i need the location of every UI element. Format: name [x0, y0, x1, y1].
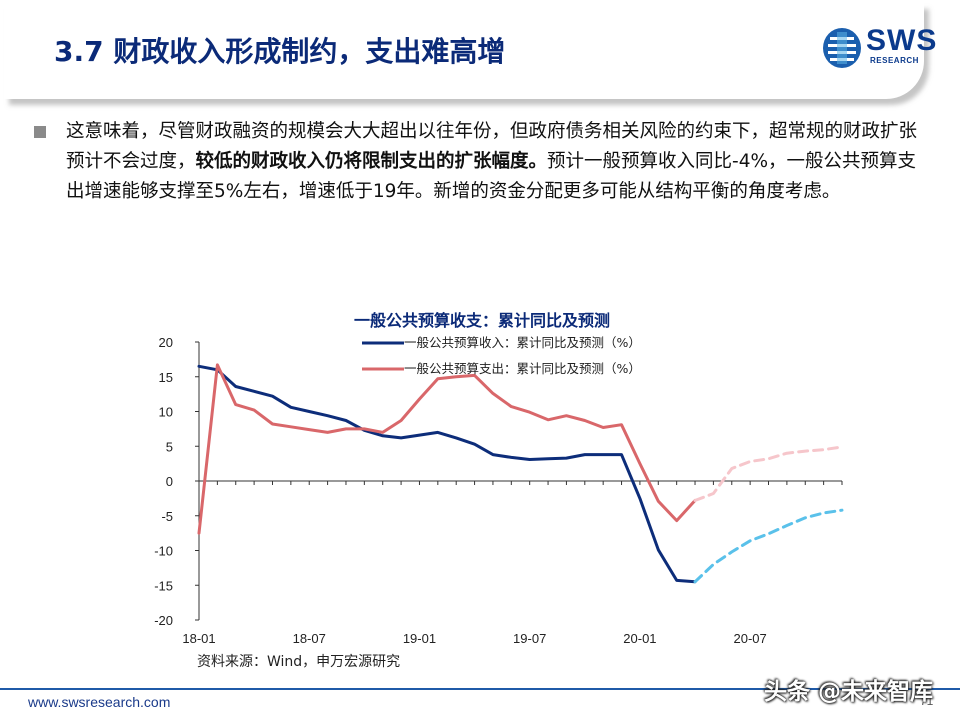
body-segment-2: 预计一般预算收入同比-4%，一般公共预算支出增速能够支撑至5%左右，增速低于19…	[66, 151, 917, 202]
x-tick-label: 18-01	[182, 631, 215, 646]
footer-url[interactable]: www.swsresearch.com	[28, 694, 171, 710]
logo-subtext: RESEARCH	[870, 56, 919, 65]
body-segment-bold: 较低的财政收入仍将限制支出的扩张幅度。	[195, 151, 548, 172]
chart-series-layer	[197, 363, 844, 584]
y-tick-label: 5	[166, 439, 173, 454]
x-tick-label: 19-01	[403, 631, 436, 646]
y-tick-label: 20	[159, 335, 173, 350]
y-tick-label: -5	[161, 509, 173, 524]
watermark: 头条 @未来智库	[764, 679, 934, 705]
y-tick-label: -20	[154, 613, 173, 628]
sws-logo: SWS RESEARCH	[822, 24, 942, 72]
legend-label-1: 一般公共预算支出：累计同比及预测（%）	[404, 361, 641, 376]
y-tick-label: -15	[154, 578, 173, 593]
series-line-0	[197, 364, 697, 584]
page-number: 71	[920, 694, 934, 708]
chart-source: 资料来源：Wind，申万宏源研究	[197, 654, 401, 670]
y-tick-label: -10	[154, 544, 173, 559]
x-tick-label: 20-07	[734, 631, 767, 646]
x-tick-label: 19-07	[513, 631, 546, 646]
sws-logo-icon	[823, 28, 861, 68]
x-tick-label: 20-01	[623, 631, 656, 646]
title-banner	[4, 3, 924, 99]
series-line-2	[693, 508, 844, 584]
body-paragraph: 这意味着，尽管财政融资的规模会大大超出以往年份，但政府债务相关风险的约束下，超常…	[66, 117, 932, 207]
chart-title: 一般公共预算收支：累计同比及预测	[354, 311, 610, 330]
chart-axes: 20 15 10 5 0 -5 -10 -15 -20 18-01 18-07 19-01 19-07 2…	[154, 335, 843, 646]
y-tick-label: 0	[166, 474, 173, 489]
footer-divider	[0, 688, 960, 690]
chart-legend: 一般公共预算收入：累计同比及预测（%） 一般公共预算支出：累计同比及预测（%）	[362, 335, 641, 376]
x-tick-label: 18-07	[293, 631, 326, 646]
bullet-square	[34, 126, 46, 138]
y-tick-label: 10	[159, 405, 173, 420]
body-segment-1: 这意味着，尽管财政融资的规模会大大超出以往年份，但政府债务相关风险的约束下，超常…	[66, 121, 918, 172]
logo-text: SWS	[866, 24, 938, 57]
legend-label-0: 一般公共预算收入：累计同比及预测（%）	[404, 335, 641, 350]
series-line-3	[693, 445, 844, 502]
y-tick-label: 15	[159, 370, 173, 385]
series-line-1	[197, 363, 697, 535]
page-title: 3.7 财政收入形成制约，支出难高增	[54, 35, 506, 68]
